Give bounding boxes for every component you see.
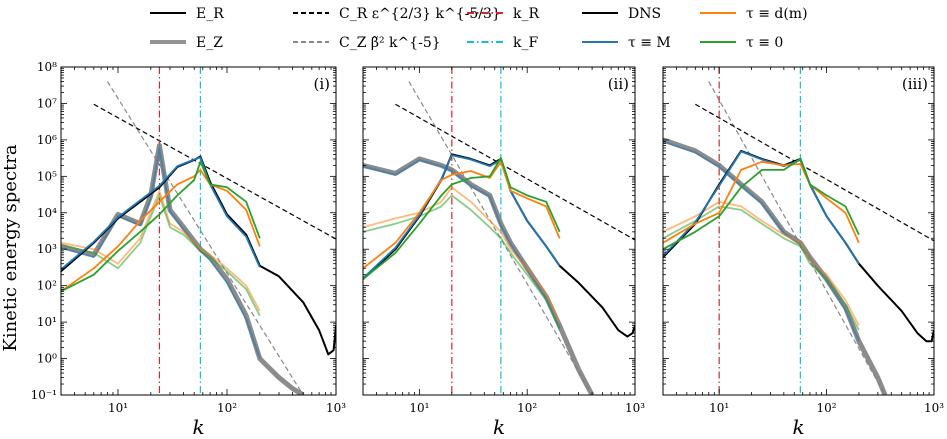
series-er-0 [663,158,860,250]
x-tick-label: 10³ [924,401,944,415]
series-er-dm [663,160,860,244]
series-er-dns [363,153,635,338]
x-axis-label: k [493,415,505,439]
legend-label: k_R [513,6,539,22]
series-er-dm [61,169,261,293]
x-axis-label: k [792,415,804,439]
legend-label: τ ≡ 0 [746,35,783,51]
panel-ii: 10¹ 10² 10³ (ii) k [362,66,645,439]
series-er-dm [363,160,561,270]
ref-line-cz [408,81,593,395]
legend-label: C_Z β̃² k^{-5} [339,35,441,51]
ref-line-cz [106,81,304,395]
panel-iii: 10¹ 10² 10³ (iii) k [662,66,944,439]
plot-area [363,67,635,395]
series-er-0 [363,157,561,280]
series-ez-dns [663,137,888,395]
legend-label: τ ≡ M [628,35,671,51]
x-tick-label: 10² [817,401,837,415]
x-tick-label: 10² [517,401,537,415]
series-er-dns [61,155,336,356]
series-er-m [363,154,561,279]
series-ez-0 [363,194,561,331]
legend-label: E_R [196,6,224,22]
series-ez-dns [61,143,305,395]
panel-label: (i) [313,75,330,93]
series-ez-0 [61,194,261,317]
axes-frame [60,66,337,396]
y-tick-label: 10⁰ [37,352,57,366]
series-ez-dm [363,186,561,323]
y-tick-label: 10⁴ [37,206,57,220]
y-tick-label: 10⁷ [37,96,57,110]
legend-label: τ ≡ d(m) [746,6,808,22]
series-ez-m [363,159,561,329]
x-axis-label: k [192,415,204,439]
legend-label: C_R ε^{2/3} k^{-5/3} [339,6,501,22]
plot-area [61,67,336,395]
legend-label: k_F [513,35,538,51]
axes-frame [662,66,935,396]
panel-label: (ii) [608,75,629,93]
ref-line-cr [93,103,336,240]
series-er-0 [61,160,261,293]
series-er-m [663,150,860,265]
legend-label: DNS [628,6,661,22]
x-tick-label: 10³ [326,401,346,415]
x-tick-label: 10² [217,401,237,415]
legend: E_R E_Z C_R ε^{2/3} k^{-5/3} C_Z β̃² k^{-5}… [150,6,808,51]
legend-label: E_Z [196,35,223,51]
y-tick-label: 10² [37,279,57,293]
series-ez-0 [663,205,860,331]
series-ez-dm [663,200,860,327]
y-tick-label: 10⁻¹ [31,388,57,402]
panel-i: 10¹ 10² 10³ 10⁻¹ 10⁰ 10¹ 10² 10³ 10⁴ 10⁵ 10⁶ 10⁷ 10⁸… [31,60,347,439]
y-tick-label: 10³ [37,242,57,256]
x-tick-label: 10¹ [108,401,128,415]
y-tick-label: 10⁸ [37,60,57,74]
x-tick-label: 10¹ [709,401,729,415]
y-tick-label: 10⁶ [37,133,57,147]
series-ez-dns [363,156,595,395]
plot-area [663,67,934,395]
ref-line-cr [695,103,934,242]
y-axis-label: Kinetic energy spectra [0,144,21,351]
y-tick-label: 10¹ [37,315,57,329]
panel-label: (iii) [902,75,928,93]
ref-line-cr [395,103,635,241]
series-ez-dm [61,189,261,312]
x-tick-label: 10¹ [409,401,429,415]
series-ez-m [663,140,860,342]
series-er-m [61,156,261,271]
axes-frame [362,66,636,396]
y-tick-label: 10⁵ [37,169,57,183]
x-tick-label: 10³ [625,401,645,415]
